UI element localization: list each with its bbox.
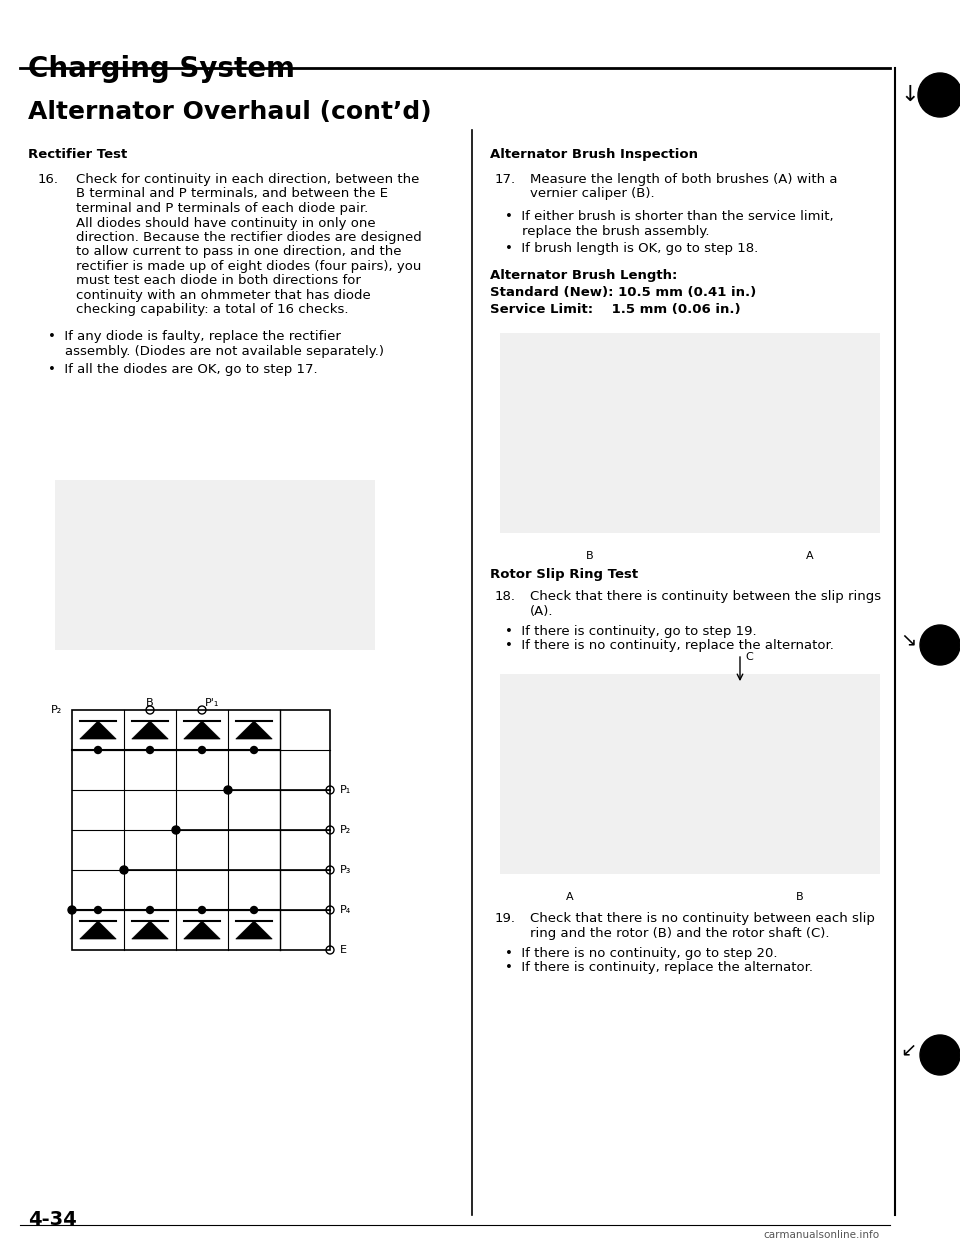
Text: Check that there is continuity between the slip rings: Check that there is continuity between t… — [530, 590, 881, 604]
Polygon shape — [183, 922, 220, 939]
Text: •  If there is no continuity, replace the alternator.: • If there is no continuity, replace the… — [505, 640, 834, 652]
Circle shape — [68, 905, 76, 914]
Text: B: B — [146, 698, 154, 708]
Circle shape — [94, 907, 102, 914]
Text: •  If there is continuity, replace the alternator.: • If there is continuity, replace the al… — [505, 961, 813, 975]
Polygon shape — [80, 922, 116, 939]
Text: Check that there is no continuity between each slip: Check that there is no continuity betwee… — [530, 912, 875, 925]
Text: vernier caliper (B).: vernier caliper (B). — [530, 188, 655, 200]
Text: •  If there is no continuity, go to step 20.: • If there is no continuity, go to step … — [505, 946, 778, 960]
Text: ↘: ↘ — [900, 630, 917, 650]
Text: A: A — [806, 551, 814, 561]
Text: Measure the length of both brushes (A) with a: Measure the length of both brushes (A) w… — [530, 173, 837, 186]
Text: A: A — [566, 892, 574, 902]
Text: P'₁: P'₁ — [205, 698, 220, 708]
Circle shape — [120, 866, 128, 874]
Text: ↓: ↓ — [900, 84, 919, 106]
Circle shape — [147, 907, 154, 914]
Text: Check for continuity in each direction, between the: Check for continuity in each direction, … — [76, 173, 420, 186]
Text: 18.: 18. — [495, 590, 516, 604]
Polygon shape — [80, 722, 116, 739]
Text: rectifier is made up of eight diodes (four pairs), you: rectifier is made up of eight diodes (fo… — [76, 260, 421, 273]
Text: •  If all the diodes are OK, go to step 17.: • If all the diodes are OK, go to step 1… — [48, 363, 318, 376]
Text: (A).: (A). — [530, 605, 554, 617]
Text: •  If any diode is faulty, replace the rectifier: • If any diode is faulty, replace the re… — [48, 330, 341, 343]
Text: •  If there is continuity, go to step 19.: • If there is continuity, go to step 19. — [505, 625, 756, 638]
Text: 19.: 19. — [495, 912, 516, 925]
Text: 4-34: 4-34 — [28, 1210, 77, 1230]
Circle shape — [94, 746, 102, 754]
Text: ring and the rotor (B) and the rotor shaft (C).: ring and the rotor (B) and the rotor sha… — [530, 927, 829, 939]
Text: •  If brush length is OK, go to step 18.: • If brush length is OK, go to step 18. — [505, 242, 758, 255]
Text: B: B — [587, 551, 594, 561]
Text: P₄: P₄ — [340, 905, 351, 915]
Text: P₂: P₂ — [51, 705, 62, 715]
Text: terminal and P terminals of each diode pair.: terminal and P terminals of each diode p… — [76, 202, 369, 215]
Circle shape — [199, 746, 205, 754]
Text: must test each diode in both directions for: must test each diode in both directions … — [76, 274, 361, 287]
Text: E: E — [340, 945, 347, 955]
Text: continuity with an ohmmeter that has diode: continuity with an ohmmeter that has dio… — [76, 289, 371, 302]
Text: checking capability: a total of 16 checks.: checking capability: a total of 16 check… — [76, 303, 348, 317]
Text: Charging System: Charging System — [28, 55, 295, 83]
Circle shape — [172, 826, 180, 833]
Text: Alternator Brush Inspection: Alternator Brush Inspection — [490, 148, 698, 161]
Text: Alternator Brush Length:: Alternator Brush Length: — [490, 270, 678, 282]
Circle shape — [920, 625, 960, 664]
Polygon shape — [132, 722, 168, 739]
Polygon shape — [183, 722, 220, 739]
Bar — [55, 479, 375, 650]
Text: P₃: P₃ — [340, 864, 351, 876]
Text: All diodes should have continuity in only one: All diodes should have continuity in onl… — [76, 216, 375, 230]
Text: carmanualsonline.info: carmanualsonline.info — [764, 1230, 880, 1240]
Text: •  If either brush is shorter than the service limit,: • If either brush is shorter than the se… — [505, 210, 833, 224]
Text: C: C — [745, 652, 753, 662]
Text: direction. Because the rectifier diodes are designed: direction. Because the rectifier diodes … — [76, 231, 421, 243]
Bar — [500, 333, 880, 533]
Text: Service Limit:    1.5 mm (0.06 in.): Service Limit: 1.5 mm (0.06 in.) — [490, 303, 740, 315]
Circle shape — [199, 907, 205, 914]
Text: replace the brush assembly.: replace the brush assembly. — [505, 225, 709, 237]
Circle shape — [920, 1035, 960, 1076]
Text: B terminal and P terminals, and between the E: B terminal and P terminals, and between … — [76, 188, 388, 200]
Bar — [72, 710, 330, 950]
Circle shape — [224, 786, 232, 794]
Text: Rotor Slip Ring Test: Rotor Slip Ring Test — [490, 568, 638, 581]
Text: to allow current to pass in one direction, and the: to allow current to pass in one directio… — [76, 246, 401, 258]
Circle shape — [918, 73, 960, 117]
Polygon shape — [236, 922, 273, 939]
Text: Alternator Overhaul (cont’d): Alternator Overhaul (cont’d) — [28, 101, 432, 124]
Text: 17.: 17. — [495, 173, 516, 186]
Text: Standard (New): 10.5 mm (0.41 in.): Standard (New): 10.5 mm (0.41 in.) — [490, 286, 756, 299]
Polygon shape — [236, 722, 273, 739]
Text: P₂: P₂ — [340, 825, 351, 835]
Text: Rectifier Test: Rectifier Test — [28, 148, 128, 161]
Text: B: B — [796, 892, 804, 902]
Polygon shape — [132, 922, 168, 939]
Text: ↙: ↙ — [900, 1040, 917, 1059]
Circle shape — [251, 746, 257, 754]
Circle shape — [251, 907, 257, 914]
Text: P₁: P₁ — [340, 785, 351, 795]
Bar — [500, 674, 880, 874]
Text: assembly. (Diodes are not available separately.): assembly. (Diodes are not available sepa… — [48, 344, 384, 358]
Text: 16.: 16. — [38, 173, 59, 186]
Circle shape — [147, 746, 154, 754]
